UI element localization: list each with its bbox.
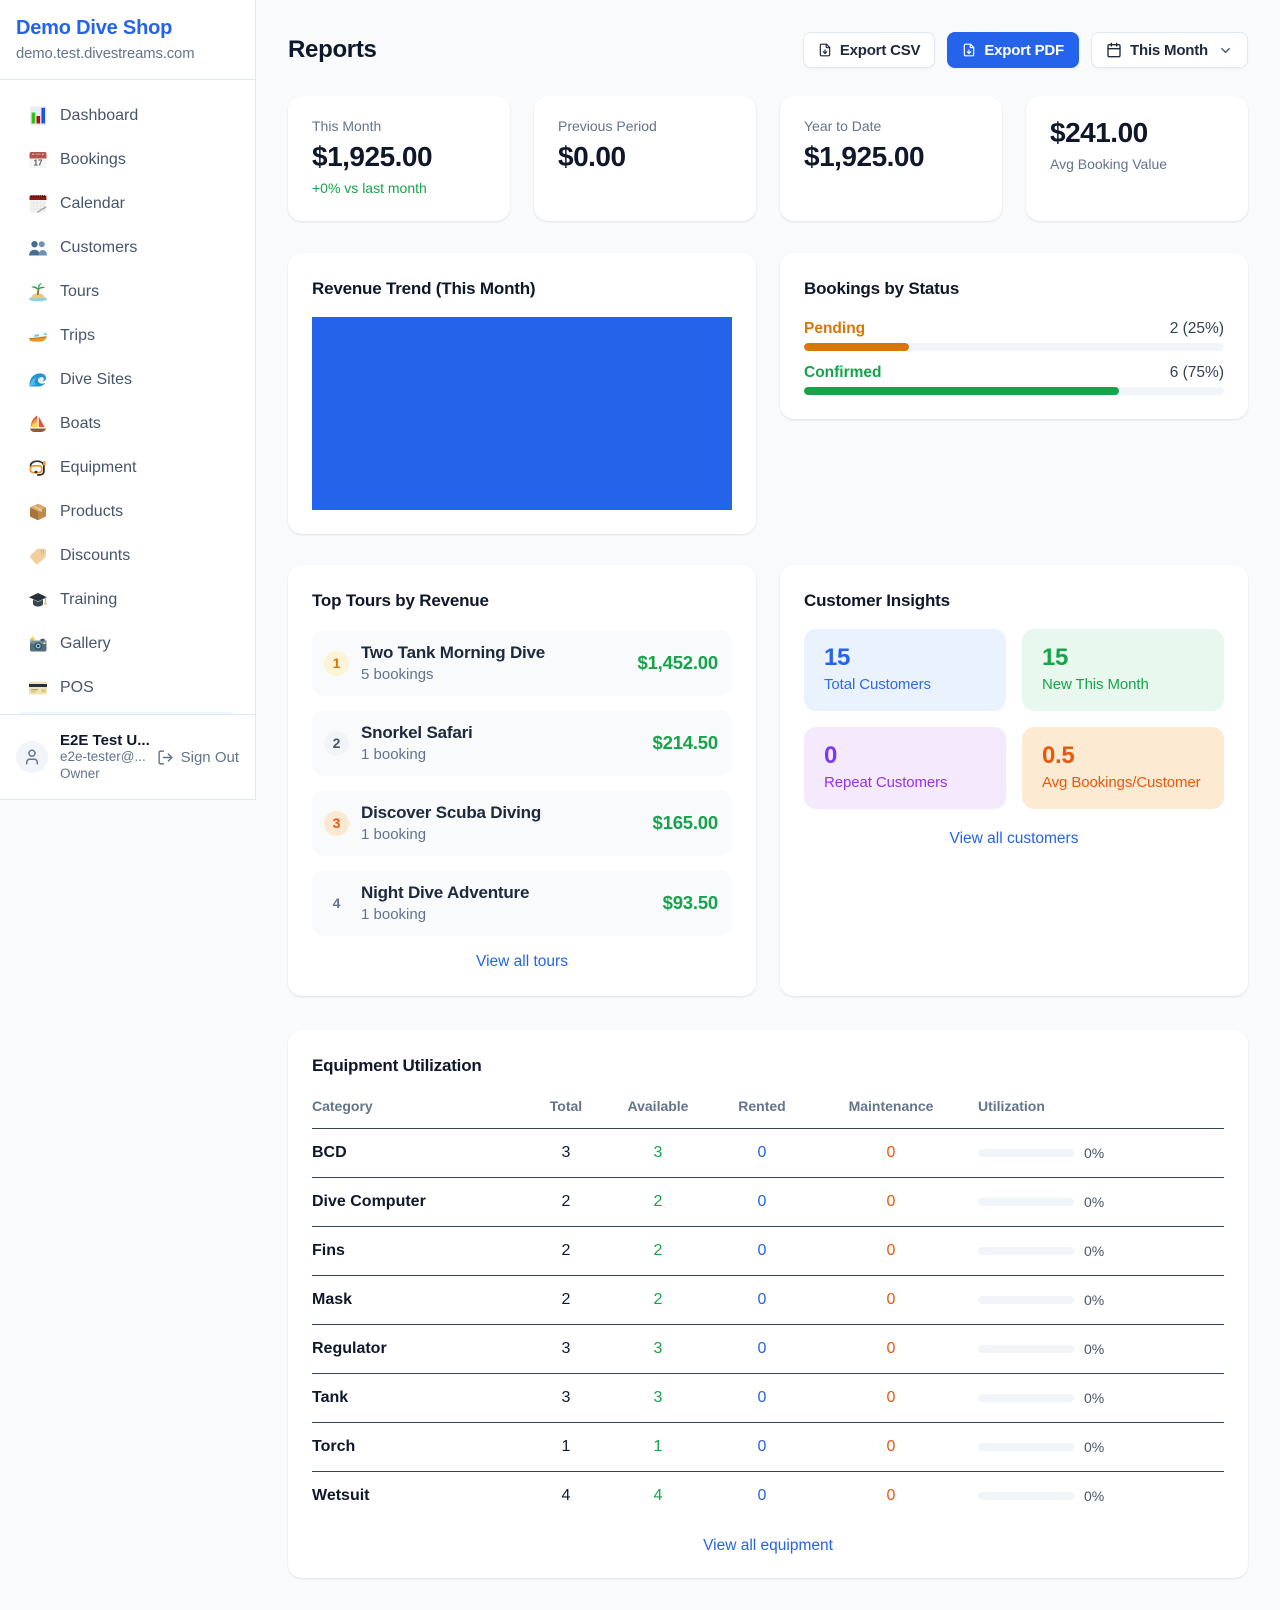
svg-text:17: 17 [34, 159, 43, 168]
